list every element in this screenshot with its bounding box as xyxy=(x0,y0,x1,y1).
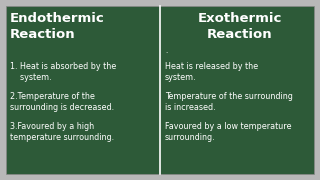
Text: Favoured by a low temperature
surrounding.: Favoured by a low temperature surroundin… xyxy=(165,122,292,142)
Text: 1. Heat is absorbed by the
    system.: 1. Heat is absorbed by the system. xyxy=(10,62,116,82)
Text: Heat is released by the
system.: Heat is released by the system. xyxy=(165,62,258,82)
Text: Temperature of the surrounding
is increased.: Temperature of the surrounding is increa… xyxy=(165,92,293,112)
Text: .: . xyxy=(165,48,167,54)
Text: Exothermic
Reaction: Exothermic Reaction xyxy=(198,12,282,40)
Text: 3.Favoured by a high
temperature surrounding.: 3.Favoured by a high temperature surroun… xyxy=(10,122,114,142)
Text: Endothermic
Reaction: Endothermic Reaction xyxy=(10,12,105,40)
Text: 2.Temperature of the
surrounding is decreased.: 2.Temperature of the surrounding is decr… xyxy=(10,92,114,112)
